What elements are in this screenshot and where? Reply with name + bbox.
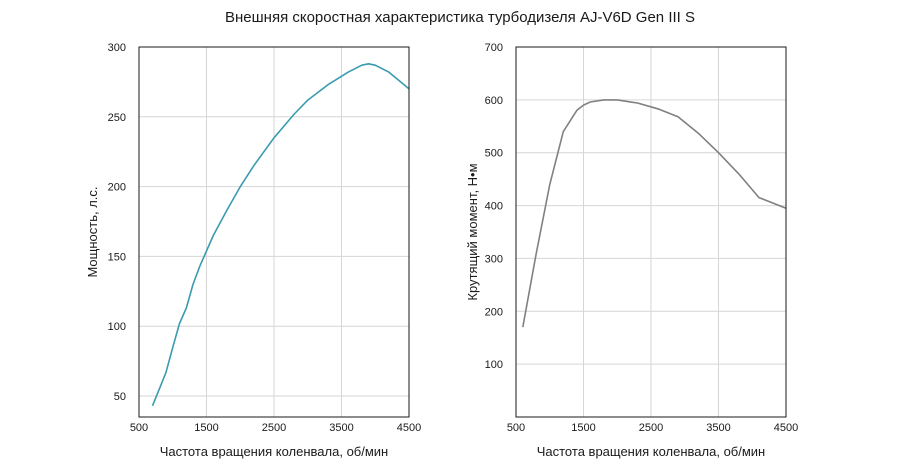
torque-x-axis-title: Частота вращения коленвала, об/мин xyxy=(537,444,766,459)
torque-y-tick-label-2: 300 xyxy=(485,253,503,265)
power-y-tick-label-2: 150 xyxy=(108,251,126,263)
torque-x-tick-label-4: 4500 xyxy=(774,422,798,434)
power-x-tick-label-0: 500 xyxy=(130,422,148,434)
power-chart: 500 1500 2500 3500 4500 50 100 150 200 250 300 Част… xyxy=(85,42,421,459)
torque-y-tick-label-0: 100 xyxy=(485,359,503,371)
power-x-tick-label-4: 4500 xyxy=(397,422,421,434)
torque-y-tick-label-5: 600 xyxy=(485,95,503,107)
torque-plot-frame xyxy=(515,46,787,418)
torque-x-tick-label-2: 2500 xyxy=(639,422,663,434)
power-y-tick-label-4: 250 xyxy=(108,112,126,124)
power-y-tick-label-1: 100 xyxy=(108,321,126,333)
torque-y-tick-label-6: 700 xyxy=(485,42,503,54)
torque-series-line-0 xyxy=(522,99,787,328)
torque-x-tick-label-1: 1500 xyxy=(571,422,595,434)
torque-x-tick-label-0: 500 xyxy=(507,422,525,434)
power-y-tick-label-0: 50 xyxy=(114,391,126,403)
torque-chart: 500 1500 2500 3500 4500 100 200 300 400 500 600 700… xyxy=(465,42,798,459)
power-x-tick-label-1: 1500 xyxy=(194,422,218,434)
figure-title: Внешняя скоростная характеристика турбод… xyxy=(225,9,695,26)
power-y-tick-label-5: 300 xyxy=(108,42,126,54)
torque-y-tick-label-1: 200 xyxy=(485,306,503,318)
torque-y-tick-label-4: 500 xyxy=(485,148,503,160)
power-x-tick-label-2: 2500 xyxy=(262,422,286,434)
power-plot-frame xyxy=(138,46,410,418)
power-y-tick-label-3: 200 xyxy=(108,182,126,194)
power-series-line-0 xyxy=(151,63,410,407)
torque-y-tick-label-3: 400 xyxy=(485,201,503,213)
power-x-tick-label-3: 3500 xyxy=(329,422,353,434)
torque-x-tick-label-3: 3500 xyxy=(706,422,730,434)
power-x-axis-title: Частота вращения коленвала, об/мин xyxy=(160,444,389,459)
power-y-axis-title: Мощность, л.с. xyxy=(85,186,100,277)
torque-y-axis-title: Крутящий момент, Н•м xyxy=(465,163,480,300)
